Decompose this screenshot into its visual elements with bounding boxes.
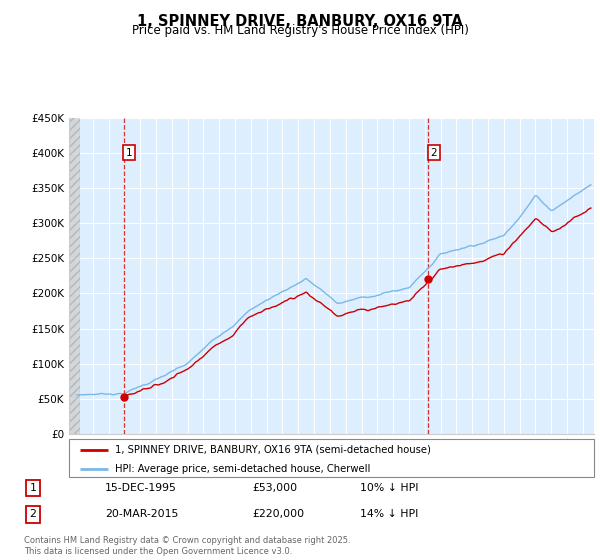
Text: £220,000: £220,000 <box>252 510 304 520</box>
Text: 1, SPINNEY DRIVE, BANBURY, OX16 9TA: 1, SPINNEY DRIVE, BANBURY, OX16 9TA <box>137 14 463 29</box>
FancyBboxPatch shape <box>69 439 594 477</box>
Text: Price paid vs. HM Land Registry's House Price Index (HPI): Price paid vs. HM Land Registry's House … <box>131 24 469 37</box>
Text: 1, SPINNEY DRIVE, BANBURY, OX16 9TA (semi-detached house): 1, SPINNEY DRIVE, BANBURY, OX16 9TA (sem… <box>115 445 431 455</box>
Text: Contains HM Land Registry data © Crown copyright and database right 2025.
This d: Contains HM Land Registry data © Crown c… <box>24 536 350 556</box>
Text: 1: 1 <box>126 148 133 158</box>
Text: HPI: Average price, semi-detached house, Cherwell: HPI: Average price, semi-detached house,… <box>115 464 371 474</box>
Text: 1: 1 <box>29 483 37 493</box>
Text: 15-DEC-1995: 15-DEC-1995 <box>105 483 177 493</box>
Text: 2: 2 <box>431 148 437 158</box>
Text: 14% ↓ HPI: 14% ↓ HPI <box>360 510 418 520</box>
Bar <box>69 118 80 434</box>
Text: 2: 2 <box>29 510 37 520</box>
Text: 20-MAR-2015: 20-MAR-2015 <box>105 510 178 520</box>
Text: 10% ↓ HPI: 10% ↓ HPI <box>360 483 419 493</box>
Text: £53,000: £53,000 <box>252 483 297 493</box>
